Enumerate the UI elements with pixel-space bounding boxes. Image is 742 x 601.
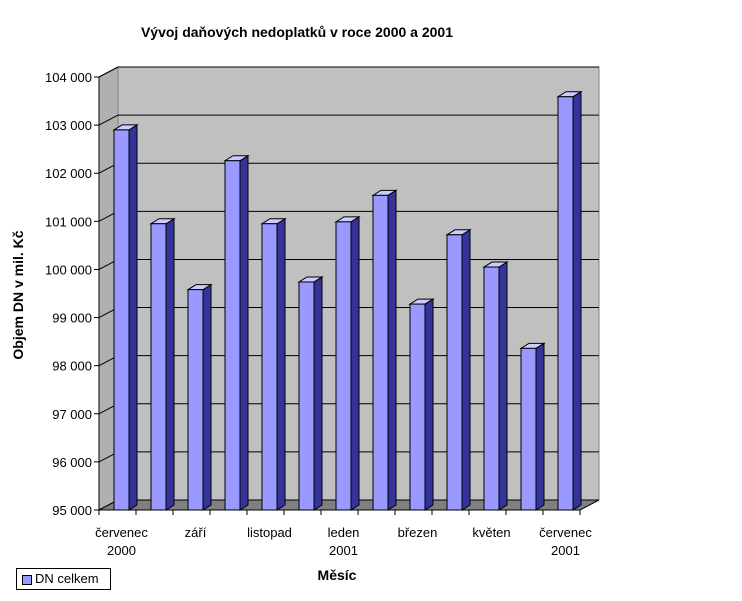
y-tick-label: 99 000	[52, 311, 92, 326]
legend-label-dn-celkem: DN celkem	[35, 571, 99, 586]
x-tick-label: červenec	[95, 525, 148, 540]
y-tick-label: 100 000	[45, 262, 92, 277]
bar	[557, 96, 574, 511]
x-tick-label: 2001	[551, 543, 580, 558]
x-axis-title: Měsíc	[318, 567, 357, 583]
y-tick-label: 98 000	[52, 359, 92, 374]
x-tick-label: květen	[472, 525, 510, 540]
x-tick-label: březen	[398, 525, 438, 540]
gridline-side	[98, 66, 119, 78]
legend: DN celkem	[16, 568, 111, 590]
bar-side	[239, 154, 249, 511]
bar-side	[276, 217, 286, 511]
bar	[372, 194, 389, 511]
y-tick-label: 104 000	[45, 70, 92, 85]
bar	[335, 221, 352, 511]
bar-side	[572, 90, 582, 511]
x-tick-label: 2000	[107, 543, 136, 558]
x-tick-label: leden	[328, 525, 360, 540]
bar	[298, 281, 315, 511]
bar-side	[387, 189, 397, 511]
bar-side	[461, 228, 471, 511]
y-tick-label: 101 000	[45, 214, 92, 229]
gridline-side	[98, 114, 119, 126]
bar	[261, 223, 278, 511]
bar	[446, 234, 463, 511]
bar-side	[202, 283, 212, 511]
x-tick-label: 2001	[329, 543, 358, 558]
chart-title: Vývoj daňových nedoplatků v roce 2000 a …	[141, 24, 453, 40]
bar	[409, 303, 426, 511]
y-tick-label: 102 000	[45, 166, 92, 181]
legend-swatch	[22, 575, 32, 585]
x-tick-label: červenec	[539, 525, 592, 540]
bar-side	[128, 124, 138, 511]
plot-area: 95 000 96 000 97 000 98 000 99 000 100 000 101…	[45, 66, 600, 558]
x-tick-label: září	[185, 525, 207, 540]
x-tick-label: listopad	[247, 525, 292, 540]
y-tick-label: 97 000	[52, 407, 92, 422]
bar	[520, 347, 537, 511]
bar	[150, 223, 167, 511]
bar-side	[313, 276, 323, 511]
y-tick-label: 103 000	[45, 118, 92, 133]
bar	[224, 160, 241, 511]
bar	[483, 266, 500, 511]
bar-side	[424, 298, 434, 511]
y-tick-label: 95 000	[52, 503, 92, 518]
bar-side	[350, 215, 360, 511]
y-axis-title: Objem DN v mil. Kč	[10, 230, 26, 359]
bar	[113, 129, 130, 511]
bar-side	[535, 342, 545, 511]
y-tick-label: 96 000	[52, 455, 92, 470]
bar-side	[498, 261, 508, 511]
bar-side	[165, 217, 175, 511]
bar	[187, 289, 204, 511]
